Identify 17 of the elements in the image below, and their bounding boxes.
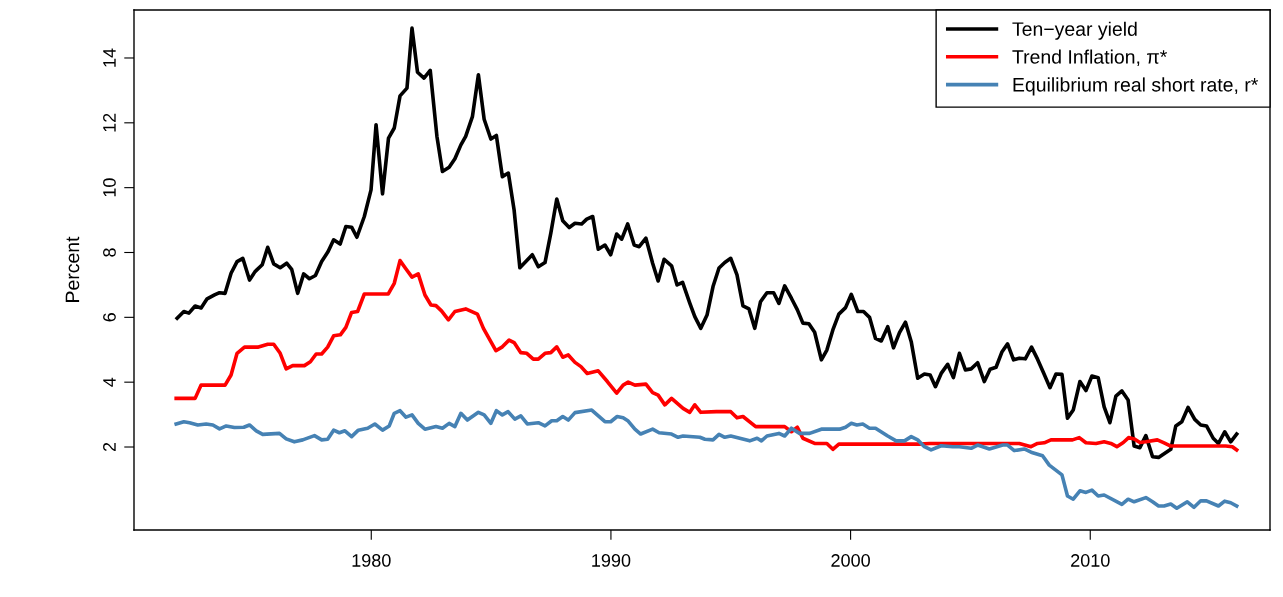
y-tick-label: 10	[103, 178, 116, 197]
legend-label: Ten−year yield	[1012, 21, 1137, 40]
x-tick-label: 1980	[352, 554, 391, 567]
x-tick-label: 2010	[1071, 554, 1110, 567]
y-tick-label: 14	[103, 48, 116, 67]
y-axis-title: Percent	[65, 236, 80, 302]
y-tick-label: 8	[103, 248, 116, 257]
legend-label: Equilibrium real short rate, r*	[1013, 77, 1259, 96]
y-tick-label: 2	[103, 442, 116, 452]
line-series	[174, 408, 1239, 511]
y-tick-label: 4	[103, 377, 116, 387]
x-tick-label: 2000	[831, 554, 870, 567]
x-tick-label: 1990	[592, 554, 631, 567]
y-tick-label: 6	[103, 313, 116, 322]
line-series	[174, 258, 1239, 452]
legend-label: Trend Inflation, π*	[1012, 49, 1168, 67]
y-tick-label: 12	[103, 113, 116, 132]
